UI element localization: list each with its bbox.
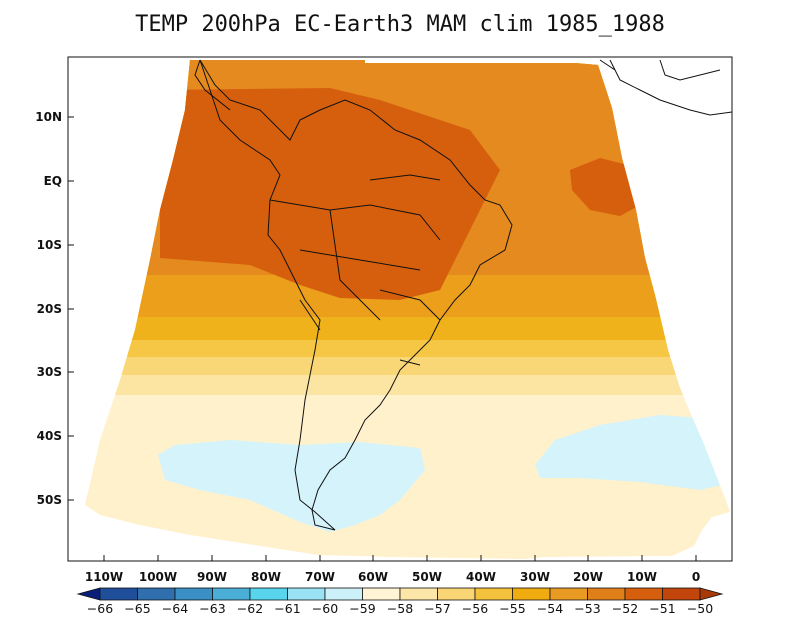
colorbar-box xyxy=(212,587,251,601)
colorbar-arrow-low xyxy=(76,587,101,601)
colorbar-label: −61 xyxy=(274,601,300,616)
lon-tick-label: 90W xyxy=(197,570,227,584)
lon-tick-label: 30W xyxy=(520,570,550,584)
lat-tick-label: 10N xyxy=(35,110,62,124)
colorbar-label: −59 xyxy=(349,601,375,616)
colorbar-label: −58 xyxy=(387,601,413,616)
colorbar-box xyxy=(512,587,551,601)
lat-tick-label: 10S xyxy=(37,238,62,252)
coastlines xyxy=(194,59,732,531)
colorbar-box xyxy=(437,587,476,601)
colorbar-label: −53 xyxy=(574,601,600,616)
colorbar-box xyxy=(324,587,363,601)
lat-tick-label: 50S xyxy=(37,493,62,507)
colorbar-box xyxy=(474,587,513,601)
colorbar-box xyxy=(287,587,326,601)
band-59-east xyxy=(535,415,722,490)
country-borders xyxy=(269,174,441,366)
central-america-outline xyxy=(194,59,231,111)
colorbar-box xyxy=(249,587,288,601)
lon-tick-label: 80W xyxy=(251,570,281,584)
lon-tick-label: 60W xyxy=(358,570,388,584)
colorbar-label: −50 xyxy=(687,601,713,616)
colorbar-box xyxy=(662,587,701,601)
colorbar-box xyxy=(362,587,401,601)
colorbar-box xyxy=(137,587,176,601)
lat-tick-label: 20S xyxy=(37,302,62,316)
lon-tick-label: 40W xyxy=(466,570,496,584)
band-51 xyxy=(160,88,500,300)
lat-tick-label: 40S xyxy=(37,429,62,443)
longitude-axis: 110W 100W 90W 80W 70W 60W 50W 40W 30W 20… xyxy=(85,555,700,584)
lon-tick-label: 110W xyxy=(85,570,123,584)
colorbar-label: −60 xyxy=(312,601,338,616)
colorbar-label: −63 xyxy=(199,601,225,616)
colorbar-box xyxy=(99,587,138,601)
latitude-axis: 10N EQ 10S 20S 30S 40S 50S xyxy=(35,110,74,507)
colorbar-label: −66 xyxy=(87,601,113,616)
colorbar-arrow-high xyxy=(699,587,724,601)
band-59-west xyxy=(158,440,425,532)
colorbar-label: −65 xyxy=(124,601,150,616)
colorbar-box xyxy=(549,587,588,601)
colorbar-label: −64 xyxy=(162,601,188,616)
colorbar-label: −52 xyxy=(612,601,638,616)
lon-tick-label: 20W xyxy=(573,570,603,584)
lat-tick-label: EQ xyxy=(44,174,62,188)
africa-outline xyxy=(599,59,732,116)
lon-tick-label: 0 xyxy=(692,570,700,584)
colorbar-label: −57 xyxy=(424,601,450,616)
colorbar-label: −55 xyxy=(499,601,525,616)
colorbar-box xyxy=(587,587,626,601)
colorbar-label: −51 xyxy=(649,601,675,616)
lat-tick-label: 30S xyxy=(37,365,62,379)
band-51-east xyxy=(570,158,640,216)
lon-tick-label: 50W xyxy=(412,570,442,584)
colorbar-label: −54 xyxy=(537,601,563,616)
colorbar-label: −56 xyxy=(462,601,488,616)
lon-tick-label: 10W xyxy=(627,570,657,584)
map-title: TEMP 200hPa EC-Earth3 MAM clim 1985_1988 xyxy=(135,12,665,37)
temperature-field xyxy=(85,60,730,559)
colorbar-label: −62 xyxy=(237,601,263,616)
south-america-outline xyxy=(199,59,513,531)
colorbar-box xyxy=(624,587,663,601)
lon-tick-label: 100W xyxy=(139,570,177,584)
lon-tick-label: 70W xyxy=(305,570,335,584)
colorbar-box xyxy=(174,587,213,601)
colorbar-box xyxy=(399,587,438,601)
colorbar: −66 −65 −64 −63 −62 −61 −60 −59 −58 −57 −56 −55 −54−… xyxy=(76,587,724,616)
